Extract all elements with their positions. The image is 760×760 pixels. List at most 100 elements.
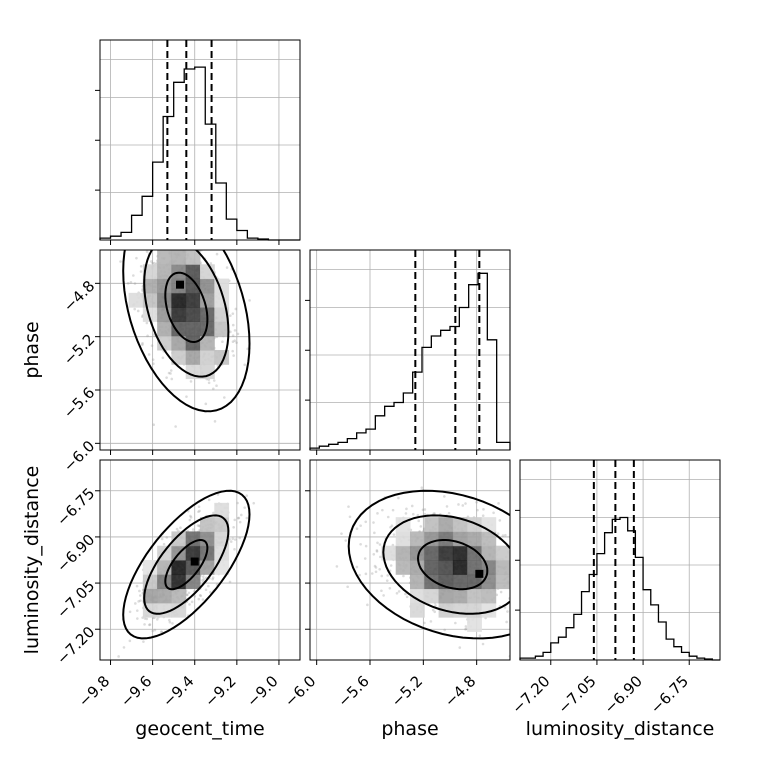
ytick-label-phase: −6.0 xyxy=(60,437,98,475)
scatter-point xyxy=(150,344,154,347)
scatter-point xyxy=(443,495,446,498)
density-block xyxy=(171,560,187,575)
contour-level-1 xyxy=(164,271,209,344)
scatter-point xyxy=(405,595,409,599)
pair-panel-phase-luminosity_distance: −6.0 −5.6 −5.2 −4.8 xyxy=(281,459,536,711)
density-block xyxy=(395,545,411,561)
scatter-point xyxy=(165,536,169,539)
scatter-point xyxy=(391,508,395,512)
scatter-point xyxy=(131,243,134,246)
density-block xyxy=(200,335,215,351)
scatter-point xyxy=(231,312,235,315)
scatter-point xyxy=(143,245,146,248)
scatter-point xyxy=(363,557,367,560)
scatter-point xyxy=(162,542,166,546)
scatter-point xyxy=(405,507,408,511)
scatter-point xyxy=(492,511,495,515)
scatter-point xyxy=(128,610,132,614)
scatter-point xyxy=(374,566,378,569)
density-block xyxy=(452,545,468,561)
scatter-point xyxy=(199,594,203,598)
scatter-point xyxy=(375,549,379,552)
scatter-point xyxy=(402,574,405,578)
xtick-label-geocent_time: −9.2 xyxy=(201,672,239,710)
scatter-point xyxy=(252,501,256,505)
scatter-point xyxy=(497,502,500,505)
scatter-point xyxy=(524,586,527,589)
scatter-point xyxy=(344,539,348,542)
hist-step-luminosity_distance xyxy=(519,516,720,661)
xtick-label-luminosity-distance: −6.90 xyxy=(601,672,646,717)
scatter-point xyxy=(386,515,390,519)
density-block xyxy=(452,588,468,604)
density-block xyxy=(424,517,440,532)
scatter-point xyxy=(355,527,359,531)
density-block xyxy=(200,531,215,547)
scatter-point xyxy=(482,508,485,511)
scatter-point xyxy=(117,655,120,658)
scatter-point xyxy=(499,590,503,594)
hist-step-phase xyxy=(309,272,511,450)
density-block xyxy=(424,560,440,575)
scatter-point xyxy=(134,602,137,605)
scatter-point xyxy=(135,609,139,612)
density-block xyxy=(452,517,468,532)
density-block xyxy=(185,250,201,265)
scatter-point xyxy=(373,564,377,568)
scatter-point xyxy=(175,236,178,239)
scatter-point xyxy=(137,600,140,603)
density-peak xyxy=(190,557,199,566)
density-block xyxy=(157,250,172,265)
scatter-point xyxy=(212,511,215,515)
density-block xyxy=(395,531,411,547)
hist-frame-geocent_time xyxy=(99,39,301,241)
scatter-point xyxy=(347,505,350,508)
xtick-label-luminosity-distance: −7.20 xyxy=(508,672,553,717)
scatter-point xyxy=(191,528,195,531)
scatter-point xyxy=(372,521,375,524)
scatter-point xyxy=(364,544,368,548)
scatter-point xyxy=(346,585,349,589)
pair-frame xyxy=(99,249,301,451)
scatter-point xyxy=(148,623,151,627)
density-block xyxy=(410,588,425,604)
density-block xyxy=(214,321,230,337)
scatter-point xyxy=(533,586,536,589)
scatter-point xyxy=(404,512,408,515)
scatter-point xyxy=(233,538,237,541)
scatter-point xyxy=(201,244,204,247)
contour-level-1 xyxy=(416,539,489,591)
scatter-point xyxy=(431,608,435,612)
scatter-point xyxy=(478,634,482,637)
scatter-point xyxy=(160,537,164,541)
scatter-point xyxy=(169,372,172,375)
density-block xyxy=(438,517,454,532)
scatter-point xyxy=(411,512,415,516)
density-block xyxy=(157,321,172,337)
density-block xyxy=(185,335,201,351)
scatter-point xyxy=(388,586,392,590)
scatter-point xyxy=(523,530,526,533)
scatter-point xyxy=(143,623,146,626)
density-block xyxy=(438,531,454,547)
scatter-point xyxy=(229,330,232,334)
density-block xyxy=(438,588,454,604)
density-block xyxy=(467,517,482,532)
scatter-point xyxy=(496,532,500,536)
scatter-point xyxy=(364,572,368,576)
pair-frame xyxy=(309,459,511,661)
scatter-point xyxy=(145,321,149,325)
density-block xyxy=(171,335,187,351)
scatter-point xyxy=(223,396,226,399)
scatter-point xyxy=(171,246,174,249)
scatter-point xyxy=(168,620,172,624)
scatter-point xyxy=(225,266,229,269)
scatter-point xyxy=(364,520,368,524)
scatter-point xyxy=(201,598,205,601)
density-block xyxy=(185,292,201,308)
xlabel-geocent-time: geocent_time xyxy=(135,718,264,740)
scatter-point xyxy=(126,282,130,285)
hist-panel-phase xyxy=(305,249,511,455)
scatter-point xyxy=(145,617,149,621)
density-block xyxy=(128,292,144,308)
